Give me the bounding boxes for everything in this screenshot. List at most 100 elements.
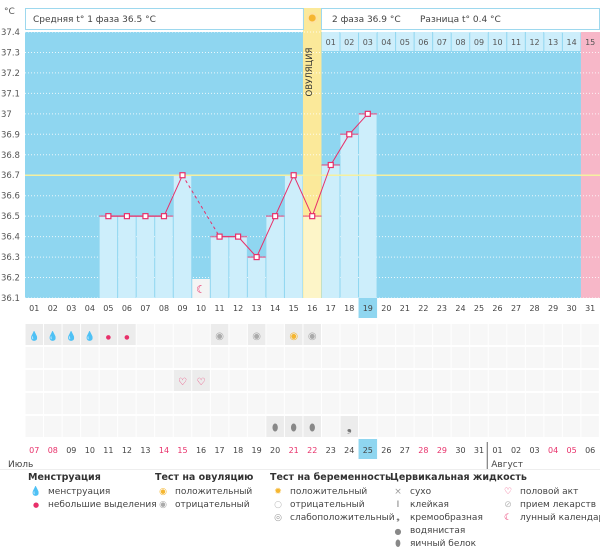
icon-cell xyxy=(44,370,62,391)
icon-cell xyxy=(99,347,118,368)
icon-cell xyxy=(451,416,470,437)
icon-cell xyxy=(44,416,62,437)
icon-cell xyxy=(507,393,525,414)
calendar-date-label: 14 xyxy=(159,446,169,455)
cycle-day-label: 03 xyxy=(66,304,76,313)
y-tick-label: 36.4 xyxy=(1,233,20,243)
phase2-day-cell xyxy=(359,32,377,51)
dry-icon: × xyxy=(394,487,402,497)
temperature-bar xyxy=(266,216,284,298)
phase2-day-label: 14 xyxy=(567,38,577,47)
icon-cell xyxy=(433,347,451,368)
temperature-point xyxy=(253,253,260,261)
legend-menstruation: Менструация 💧 менструация ● небольшие выде… xyxy=(28,472,157,512)
temperature-bar xyxy=(359,113,377,298)
icon-cell xyxy=(118,370,136,391)
icon-cell-filled xyxy=(62,324,81,345)
icon-cell xyxy=(377,347,396,368)
icon-cell xyxy=(544,347,562,368)
icon-cell xyxy=(581,416,599,437)
icon-cell xyxy=(321,393,340,414)
calendar-date-label: 23 xyxy=(326,446,336,455)
legend-label: отрицательный xyxy=(175,500,250,510)
icon-cell-filled xyxy=(44,324,62,345)
temperature-line-segment xyxy=(348,113,369,135)
today-date-highlight xyxy=(358,439,378,459)
icon-cell xyxy=(433,324,451,345)
icon-cell xyxy=(488,416,507,437)
temperature-point xyxy=(216,233,223,240)
icon-cell xyxy=(581,347,599,368)
cycle-day-label: 01 xyxy=(29,304,39,313)
icon-cell xyxy=(507,324,525,345)
icon-cell xyxy=(433,370,451,391)
phase1-average: Средняя t° 1 фаза 36.5 °C xyxy=(33,15,156,25)
icon-cell xyxy=(488,347,507,368)
cycle-day-label: 02 xyxy=(48,304,58,313)
phase2-day-label: 11 xyxy=(511,38,521,47)
intercourse-icon: ♡ xyxy=(178,377,187,388)
phase2-day-cell xyxy=(340,32,359,51)
temperature-point xyxy=(105,213,112,220)
calendar-date-label: 09 xyxy=(66,446,76,455)
icon-cell xyxy=(192,393,210,414)
temperature-bar xyxy=(210,236,229,298)
phase2-day-label: 10 xyxy=(492,38,502,47)
icon-cell xyxy=(303,393,321,414)
calendar-date-label: 29 xyxy=(437,446,447,455)
phase2-day-cell xyxy=(451,32,470,51)
temperature-bar xyxy=(229,236,247,298)
temperature-point xyxy=(179,172,186,179)
temperature-line-segment xyxy=(237,236,257,258)
calendar-date-label: 27 xyxy=(400,446,410,455)
icon-cell xyxy=(340,370,359,391)
cycle-day-label: 07 xyxy=(140,304,150,313)
calendar-date-label: 06 xyxy=(585,446,595,455)
icon-cell xyxy=(81,347,99,368)
calendar-date-label: 26 xyxy=(381,446,391,455)
icon-cell xyxy=(44,393,62,414)
temperature-bar xyxy=(99,216,118,298)
cycle-day-label: 17 xyxy=(326,304,336,313)
icon-cell-filled xyxy=(303,324,321,345)
calendar-date-label: 10 xyxy=(85,446,95,455)
temperature-chart: Средняя t° 1 фаза 36.5 °C 2 фаза 36.9 °C Р… xyxy=(0,7,600,470)
cycle-day-label: 27 xyxy=(511,304,521,313)
icon-cell xyxy=(25,416,44,437)
cycle-day-label: 31 xyxy=(585,304,595,313)
icon-cell xyxy=(229,393,247,414)
icon-cell xyxy=(377,416,396,437)
legend-title: Цервикальная жидкость xyxy=(390,472,527,483)
calendar-date-label: 07 xyxy=(29,446,39,455)
icon-cell xyxy=(396,347,414,368)
phase1-header xyxy=(25,8,304,30)
temperature-point xyxy=(290,172,297,179)
icon-cell xyxy=(470,416,488,437)
y-tick-label: 36.6 xyxy=(1,192,20,202)
icon-cell xyxy=(470,324,488,345)
phase2-day-label: 05 xyxy=(400,38,410,47)
cycle-day-label: 11 xyxy=(214,304,224,313)
icon-cell xyxy=(581,370,599,391)
icon-cell xyxy=(359,370,377,391)
legend-label: водянистая xyxy=(410,526,466,536)
temperature-point xyxy=(309,213,316,220)
y-tick-label: 37 xyxy=(1,110,12,120)
pregnancy-test-weak-icon: ◎ xyxy=(274,513,282,523)
legend-label: прием лекарств xyxy=(520,500,597,510)
icon-cell xyxy=(284,347,303,368)
y-tick-label: 37.2 xyxy=(1,69,20,79)
phase2-day-label: 06 xyxy=(418,38,428,47)
icon-cell xyxy=(62,370,81,391)
temperature-bar xyxy=(118,216,136,298)
temperature-bar xyxy=(173,175,192,298)
calendar-date-label: 11 xyxy=(103,446,113,455)
calendar-date-label: 20 xyxy=(270,446,280,455)
cycle-day-label: 14 xyxy=(270,304,280,313)
cycle-day-label: 23 xyxy=(437,304,447,313)
cycle-day-label: 21 xyxy=(400,304,410,313)
phase2-day-label: 01 xyxy=(326,38,336,47)
icon-cell xyxy=(562,370,581,391)
